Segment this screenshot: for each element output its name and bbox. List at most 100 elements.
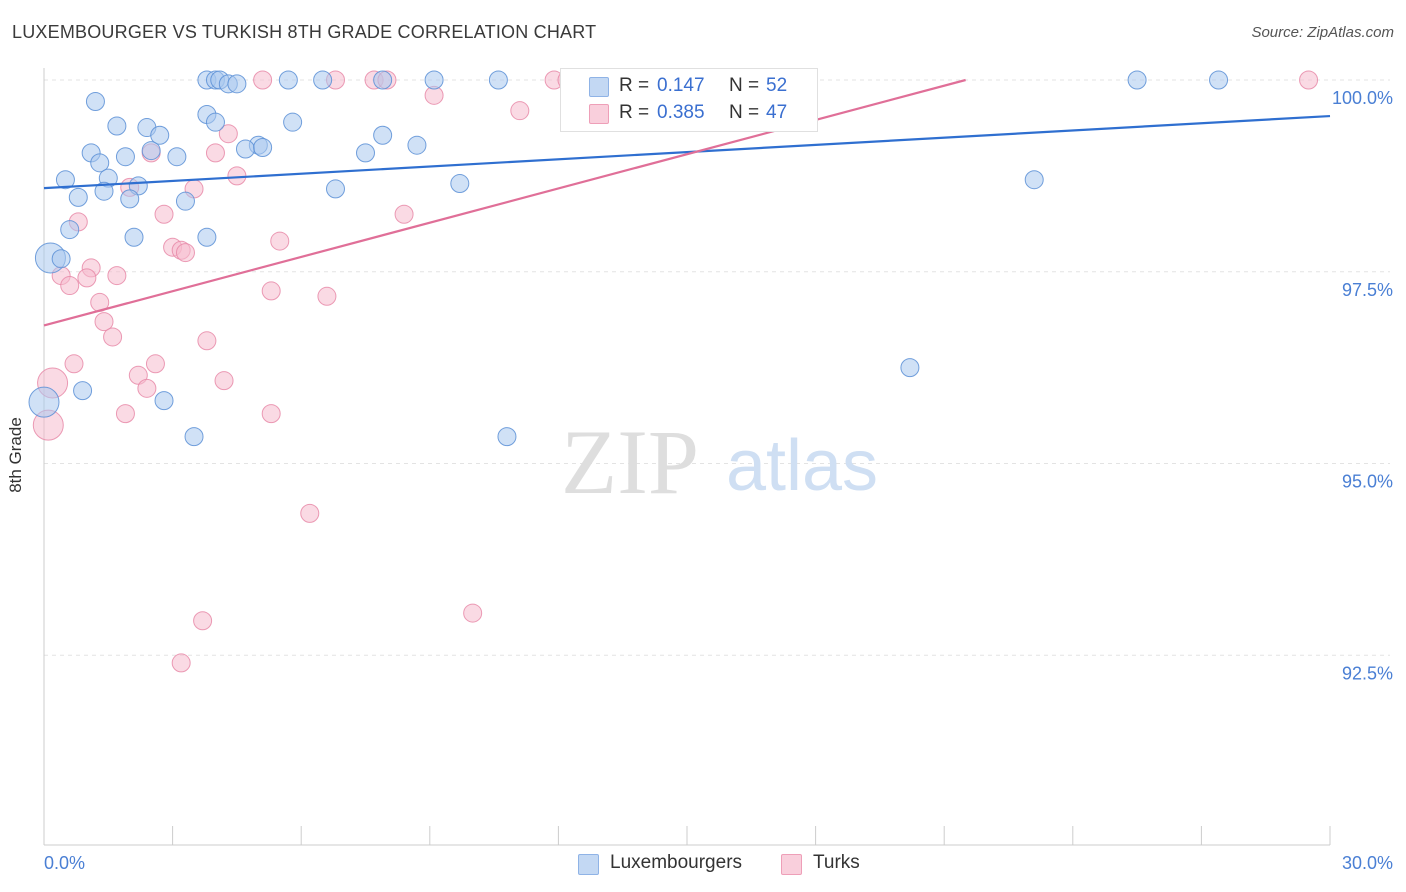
luxembourger-point-21 [235,139,255,159]
luxembourger-point-42 [197,227,217,247]
turk-point-34 [145,354,165,374]
luxembourger-point-15 [107,116,127,136]
luxembourger-point-25 [167,147,187,167]
luxembourger-point-36 [68,187,88,207]
turk-point-15 [394,204,414,224]
legend-n-value: 47 [766,102,788,123]
luxembourger-point-19 [373,125,393,145]
luxembourger-point-6 [313,70,333,90]
turk-point-36 [214,371,234,391]
axes [43,68,1331,846]
gridlines [44,79,1390,656]
turk-point-16 [154,204,174,224]
luxembourger-point-30 [55,170,75,190]
turk-point-21 [175,243,195,263]
turk-point-18 [270,231,290,251]
luxembourger-point-39 [1024,170,1044,190]
legend-label-turks: Turks [813,852,860,873]
luxembourger-point-5 [278,70,298,90]
luxembourger-point-34 [94,181,114,201]
turk-point-45 [171,653,191,673]
turk-point-28 [317,286,337,306]
luxembourger-point-35 [120,189,140,209]
legend-n-value: 52 [766,75,788,96]
turk-point-23 [107,266,127,286]
bottom-legend-luxembourgers: Luxembourgers [578,852,778,876]
turk-point-37 [137,378,157,398]
luxembourger-point-45 [28,386,60,418]
turk-point-33 [64,354,84,374]
turk-point-40 [115,404,135,424]
source-credit: Source: ZipAtlas.com [1251,24,1394,41]
x-tick-label-1: 30.0% [1342,853,1393,873]
luxembourger-point-37 [325,179,345,199]
luxembourger-point-17 [150,125,170,145]
y-tick-label-1: 95.0% [1342,472,1393,492]
luxembourger-point-9 [488,70,508,90]
luxembourger-point-41 [124,227,144,247]
turk-point-12 [227,166,247,186]
luxembourger-point-26 [115,147,135,167]
luxembourger-point-49 [497,427,517,447]
watermark-zip: ZIP [561,411,699,513]
legend-r-value: 0.147 [657,75,705,96]
luxembourger-point-7 [373,70,393,90]
turk-point-6 [1299,70,1319,90]
stats-legend: R = 0.147 N = 52 R = 0.385 N = 47 [560,68,818,132]
pink-swatch [589,104,609,124]
turk-point-25 [77,268,97,288]
luxembourger-point-50 [900,358,920,378]
legend-r-label: R = [619,75,650,96]
turk-point-11 [205,143,225,163]
pink-swatch [781,854,802,875]
y-tick-labels: 92.5% 95.0% 97.5% 100.0% [1332,88,1393,683]
series-luxembourgers-points [28,70,1229,447]
luxembourger-point-38 [450,174,470,194]
luxembourger-point-29 [90,153,110,173]
bottom-legend-turks: Turks [781,852,881,876]
luxembourger-point-44 [51,249,71,269]
luxembourger-point-12 [85,91,105,111]
turk-point-41 [261,404,281,424]
y-tick-label-0: 92.5% [1342,663,1393,683]
y-tick-label-2: 97.5% [1342,280,1393,300]
luxembourger-point-27 [253,137,273,157]
y-tick-label-3: 100.0% [1332,88,1393,108]
turk-point-26 [60,276,80,296]
luxembourger-point-28 [356,143,375,163]
luxembourger-trend-line [43,114,1331,190]
watermark: ZIP atlas [561,411,878,513]
x-tick-labels: 0.0% 30.0% [44,853,1393,873]
turk-point-43 [463,603,483,623]
turk-point-0 [253,70,273,90]
luxembourger-point-46 [73,381,93,401]
turk-point-30 [94,312,114,332]
luxembourger-point-40 [60,220,80,240]
luxembourger-point-24 [141,141,161,161]
legend-n-label: N = [729,102,760,123]
luxembourger-point-22 [407,135,427,155]
legend-label-luxembourgers: Luxembourgers [610,852,743,873]
luxembourger-point-4 [227,74,247,94]
legend-n-label: N = [729,75,760,96]
series-turks-points [32,70,1319,673]
luxembourger-point-10 [1127,70,1147,90]
watermark-atlas: atlas [726,426,878,506]
turk-point-9 [218,124,238,144]
legend-r-value: 0.385 [657,102,705,123]
turk-point-27 [261,281,281,301]
turk-point-44 [193,611,213,631]
turk-point-42 [300,503,320,523]
luxembourger-point-18 [283,112,303,132]
luxembourger-point-33 [175,191,195,211]
luxembourger-point-48 [184,427,204,447]
blue-swatch [578,854,599,875]
chart-title: LUXEMBOURGER VS TURKISH 8TH GRADE CORREL… [12,22,597,42]
luxembourger-point-14 [205,112,225,132]
turk-point-8 [510,101,530,121]
luxembourger-point-11 [1209,70,1229,90]
luxembourger-point-47 [154,391,174,411]
x-tick-label-0: 0.0% [44,853,85,873]
legend-r-label: R = [619,102,650,123]
